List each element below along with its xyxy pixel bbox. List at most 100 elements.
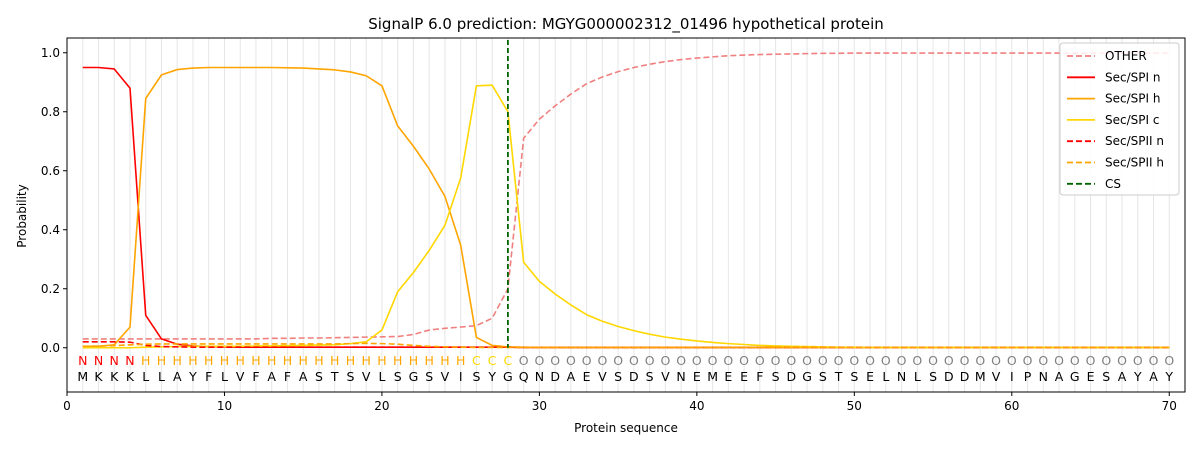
residue-label: D xyxy=(960,369,970,384)
residue-label: G xyxy=(802,369,812,384)
residue-label: S xyxy=(929,369,937,384)
y-tick-label: 0.6 xyxy=(41,164,60,178)
residue-label: A xyxy=(1149,369,1158,384)
region-label: O xyxy=(1149,353,1159,368)
x-tick-label: 70 xyxy=(1162,399,1177,413)
region-label: O xyxy=(1054,353,1064,368)
region-label: H xyxy=(440,353,449,368)
y-tick-label: 0.8 xyxy=(41,105,60,119)
region-label: C xyxy=(504,353,513,368)
region-label: O xyxy=(629,353,639,368)
residue-label: L xyxy=(158,369,165,384)
region-label: O xyxy=(802,353,812,368)
region-label: H xyxy=(377,353,386,368)
region-label: H xyxy=(157,353,166,368)
residue-label: I xyxy=(459,369,463,384)
residue-label: Q xyxy=(519,369,529,384)
legend-label: Sec/SPII n xyxy=(1105,134,1164,148)
residue-label: K xyxy=(126,369,135,384)
residue-label: F xyxy=(284,369,291,384)
residue-label: Y xyxy=(487,369,496,384)
region-label: O xyxy=(849,353,859,368)
x-tick-label: 50 xyxy=(847,399,862,413)
residue-label: S xyxy=(425,369,433,384)
residue-label: Y xyxy=(1133,369,1142,384)
x-tick-label: 20 xyxy=(374,399,389,413)
residue-label: F xyxy=(756,369,763,384)
y-tick-label: 0.2 xyxy=(41,282,60,296)
region-label: O xyxy=(534,353,544,368)
x-tick-label: 0 xyxy=(63,399,71,413)
region-label: O xyxy=(566,353,576,368)
plot-area xyxy=(67,38,1185,392)
region-label: O xyxy=(519,353,529,368)
residue-label: E xyxy=(740,369,748,384)
residue-label: M xyxy=(707,369,718,384)
region-label: O xyxy=(1007,353,1017,368)
plot-frame xyxy=(66,37,1186,393)
series-line-5 xyxy=(82,342,1170,349)
residue-label: E xyxy=(693,369,701,384)
region-label: O xyxy=(881,353,891,368)
legend-label: Sec/SPI c xyxy=(1105,113,1159,127)
residue-label: A xyxy=(1055,369,1064,384)
x-tick-label: 30 xyxy=(532,399,547,413)
residue-label: A xyxy=(173,369,182,384)
region-label: O xyxy=(771,353,781,368)
region-label: O xyxy=(1023,353,1033,368)
residue-label: S xyxy=(1102,369,1110,384)
residue-label: T xyxy=(834,369,843,384)
region-label: H xyxy=(456,353,465,368)
region-label: H xyxy=(298,353,307,368)
residue-label: S xyxy=(646,369,654,384)
residue-label: E xyxy=(583,369,591,384)
residue-label: M xyxy=(975,369,986,384)
region-label: H xyxy=(220,353,229,368)
region-label: H xyxy=(236,353,245,368)
region-label: O xyxy=(708,353,718,368)
region-label: O xyxy=(645,353,655,368)
residue-label: F xyxy=(205,369,212,384)
region-label: H xyxy=(361,353,370,368)
residue-label: K xyxy=(94,369,103,384)
residue-label: I xyxy=(1010,369,1014,384)
residue-label: D xyxy=(787,369,797,384)
residue-label: N xyxy=(897,369,906,384)
plot-background xyxy=(67,38,1185,392)
residue-label: V xyxy=(441,369,450,384)
region-label: O xyxy=(582,353,592,368)
region-label: O xyxy=(1086,353,1096,368)
residue-label: V xyxy=(236,369,245,384)
region-label: C xyxy=(488,353,497,368)
residue-label: Y xyxy=(1164,369,1173,384)
region-label: H xyxy=(393,353,402,368)
region-label: H xyxy=(314,353,323,368)
region-label: O xyxy=(739,353,749,368)
region-label: O xyxy=(1038,353,1048,368)
y-tick-label: 0.4 xyxy=(41,223,60,237)
tick-labels: 0 10 20 30 40 50 60 70 0.0 0.2 0.4 0.6 0.8 1.0 xyxy=(41,46,1177,413)
x-tick-label: 60 xyxy=(1004,399,1019,413)
region-label: O xyxy=(676,353,686,368)
region-label: C xyxy=(472,353,481,368)
residue-label: A xyxy=(567,369,576,384)
residue-label: S xyxy=(315,369,323,384)
residue-label: S xyxy=(850,369,858,384)
y-tick-label: 0.0 xyxy=(41,341,60,355)
region-label: O xyxy=(786,353,796,368)
residue-label: L xyxy=(914,369,921,384)
residue-label: S xyxy=(772,369,780,384)
region-label: N xyxy=(78,353,87,368)
region-label: O xyxy=(928,353,938,368)
region-label: O xyxy=(1133,353,1143,368)
residue-label: V xyxy=(992,369,1001,384)
region-label: O xyxy=(1101,353,1111,368)
residue-label: G xyxy=(1070,369,1080,384)
region-label: O xyxy=(550,353,560,368)
residue-label: D xyxy=(550,369,560,384)
residue-label: Y xyxy=(188,369,197,384)
residue-label: L xyxy=(142,369,149,384)
region-label: H xyxy=(173,353,182,368)
residue-label: K xyxy=(110,369,119,384)
